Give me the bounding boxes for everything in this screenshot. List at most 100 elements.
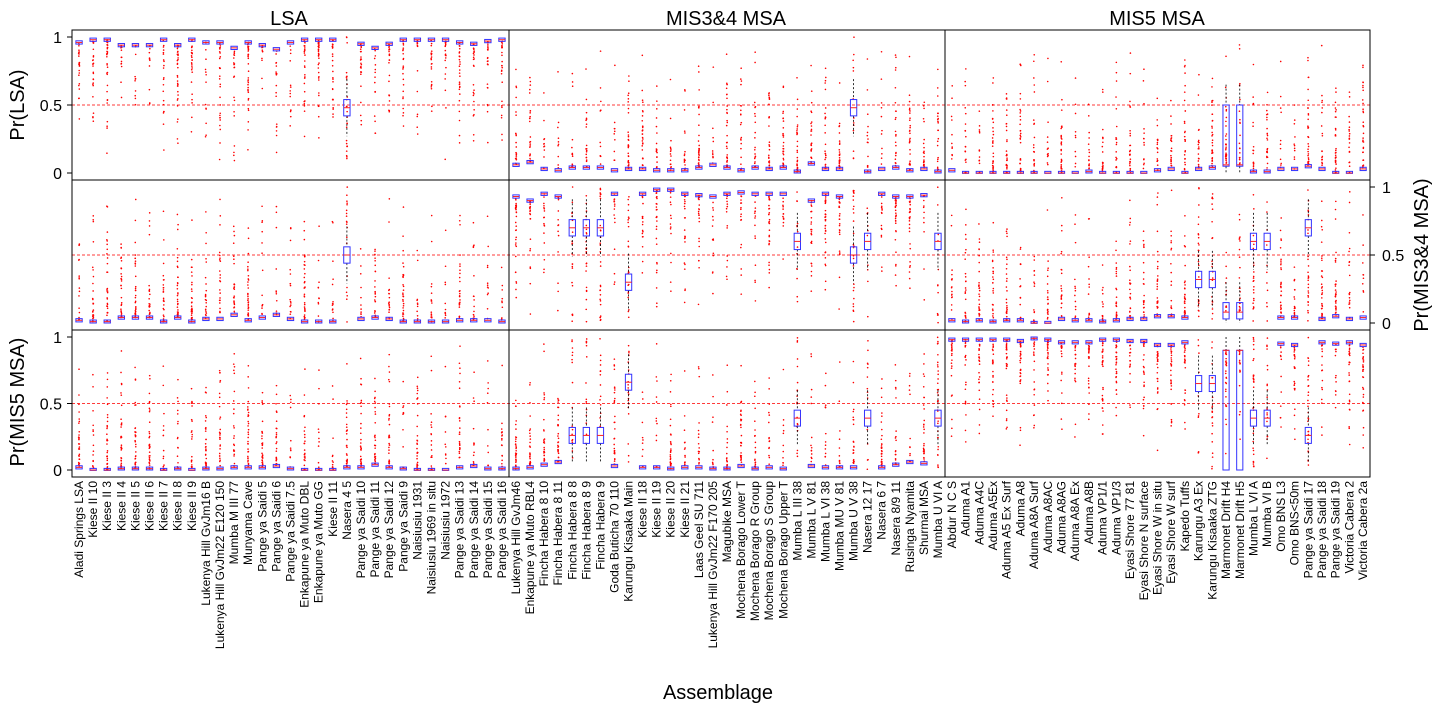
outlier-point: [571, 72, 574, 75]
outlier-point: [627, 399, 630, 402]
outlier-point: [641, 232, 644, 235]
outlier-point: [852, 458, 855, 461]
outlier-point: [501, 100, 503, 103]
outlier-point: [655, 117, 658, 119]
outlier-point: [373, 456, 376, 458]
outlier-point: [754, 391, 756, 394]
outlier-point: [627, 203, 630, 206]
outlier-point: [106, 205, 108, 208]
outlier-point: [331, 88, 334, 90]
outlier-point: [796, 76, 798, 79]
outlier-point: [810, 262, 813, 265]
outlier-point: [106, 433, 108, 435]
outlier-point: [317, 428, 320, 430]
outlier-point: [712, 238, 715, 240]
outlier-point: [796, 449, 799, 452]
outlier-point: [247, 312, 249, 314]
outlier-point: [796, 246, 799, 248]
outlier-point: [360, 123, 363, 126]
outlier-point: [289, 95, 291, 98]
outlier-point: [627, 131, 629, 133]
outlier-point: [642, 439, 644, 441]
outlier-point: [740, 80, 743, 82]
outlier-point: [585, 402, 588, 405]
outlier-point: [852, 423, 855, 426]
outlier-point: [515, 438, 517, 440]
outlier-point: [529, 145, 531, 147]
outlier-point: [754, 420, 756, 422]
outlier-point: [120, 424, 123, 426]
outlier-point: [176, 80, 179, 82]
outlier-point: [134, 287, 137, 290]
outlier-point: [247, 460, 249, 463]
outlier-point: [810, 290, 813, 292]
outlier-point: [148, 309, 150, 312]
outlier-point: [895, 151, 897, 154]
outlier-point: [120, 446, 123, 448]
outlier-point: [191, 430, 193, 432]
outlier-point: [486, 87, 489, 89]
outlier-point: [346, 145, 348, 148]
outlier-point: [303, 306, 306, 308]
outlier-point: [740, 142, 742, 145]
category-label: Lukenya Hill GvJm46: [509, 481, 523, 595]
outlier-point: [500, 69, 503, 72]
outlier-point: [191, 219, 193, 221]
outlier-point: [557, 406, 559, 409]
outlier-point: [190, 288, 193, 290]
outlier-point: [585, 126, 588, 128]
outlier-point: [261, 59, 263, 62]
outlier-point: [908, 277, 911, 280]
outlier-point: [992, 282, 994, 284]
outlier-point: [529, 267, 532, 270]
outlier-point: [909, 124, 912, 127]
outlier-point: [177, 94, 179, 96]
outlier-point: [176, 303, 179, 306]
outlier-point: [430, 465, 433, 467]
outlier-point: [824, 143, 827, 146]
outlier-point: [978, 353, 980, 356]
outlier-point: [148, 451, 151, 453]
outlier-point: [613, 217, 616, 220]
outlier-point: [106, 41, 109, 44]
outlier-point: [289, 45, 292, 47]
outlier-point: [247, 292, 249, 295]
outlier-point: [233, 303, 236, 306]
outlier-point: [669, 281, 672, 283]
outlier-point: [712, 155, 714, 158]
outlier-point: [120, 350, 123, 352]
outlier-point: [698, 463, 700, 465]
outlier-point: [458, 387, 461, 390]
outlier-point: [810, 240, 813, 243]
outlier-point: [78, 443, 81, 445]
outlier-point: [430, 413, 432, 415]
outlier-point: [824, 67, 827, 70]
outlier-point: [656, 203, 658, 205]
outlier-point: [880, 106, 883, 109]
outlier-point: [360, 313, 362, 315]
outlier-point: [992, 388, 995, 391]
outlier-point: [978, 130, 981, 133]
outlier-point: [515, 225, 518, 227]
outlier-point: [936, 391, 939, 394]
outlier-point: [148, 290, 151, 293]
outlier-point: [697, 452, 700, 455]
outlier-point: [867, 280, 869, 283]
outlier-point: [261, 242, 263, 244]
outlier-point: [402, 97, 404, 100]
outlier-point: [458, 420, 461, 422]
outlier-point: [909, 216, 911, 218]
outlier-point: [585, 118, 588, 121]
outlier-point: [78, 88, 81, 90]
outlier-point: [416, 385, 419, 388]
outlier-point: [374, 300, 377, 303]
outlier-point: [712, 127, 714, 130]
outlier-point: [247, 281, 249, 283]
outlier-point: [824, 150, 826, 152]
outlier-point: [247, 376, 249, 378]
outlier-point: [374, 248, 376, 251]
outlier-point: [585, 224, 588, 227]
outlier-point: [345, 291, 348, 294]
outlier-point: [992, 353, 995, 356]
outlier-point: [656, 85, 658, 87]
